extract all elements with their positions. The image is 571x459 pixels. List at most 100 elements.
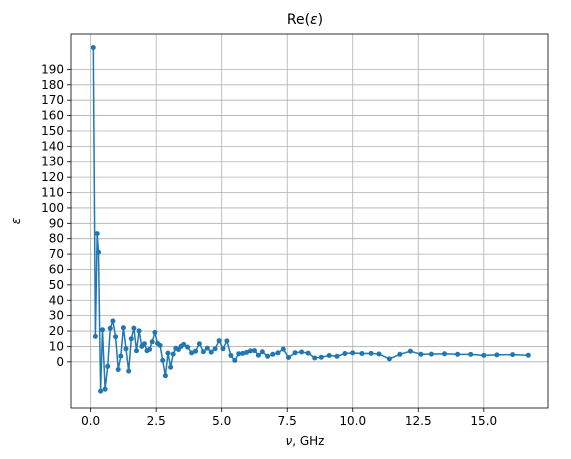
- x-axis-label-symbol: ν: [286, 434, 293, 448]
- y-tick-label: 100: [41, 201, 64, 215]
- data-point: [141, 341, 147, 347]
- y-tick-label: 90: [49, 216, 64, 230]
- data-point: [120, 325, 126, 331]
- data-point: [312, 355, 318, 361]
- y-tick-label: 70: [49, 247, 64, 261]
- data-point: [376, 351, 382, 357]
- data-point: [510, 352, 516, 358]
- data-point: [200, 349, 206, 355]
- data-point: [455, 351, 461, 357]
- data-point: [96, 249, 101, 255]
- data-point: [442, 351, 447, 357]
- chart-title-symbol: ε: [310, 12, 318, 28]
- data-point: [326, 353, 332, 358]
- y-tick-label: 0: [56, 355, 64, 369]
- data-point: [359, 351, 365, 356]
- data-point: [286, 355, 291, 360]
- data-point: [208, 349, 214, 355]
- x-tick-label: 7.5: [278, 414, 297, 428]
- data-point: [232, 357, 238, 363]
- data-point: [481, 352, 487, 358]
- series-line: [92, 47, 529, 392]
- x-tick-label: 5.0: [212, 414, 231, 428]
- y-tick-label: 60: [49, 262, 64, 276]
- data-point: [189, 350, 195, 356]
- data-point: [162, 373, 168, 379]
- data-point: [100, 327, 105, 333]
- data-point: [147, 346, 153, 352]
- data-point: [236, 351, 242, 357]
- data-point: [418, 351, 424, 357]
- data-point: [157, 342, 163, 348]
- data-point: [136, 328, 142, 334]
- data-point: [128, 336, 134, 342]
- data-point: [292, 350, 298, 356]
- y-tick-label: 20: [49, 324, 64, 338]
- y-tick-label: 80: [49, 232, 64, 246]
- y-tick-label: 180: [41, 78, 64, 92]
- data-point: [160, 357, 166, 363]
- y-tick-label: 50: [49, 278, 64, 292]
- data-point: [220, 346, 226, 352]
- plot-frame: [70, 33, 549, 409]
- data-point: [525, 352, 531, 358]
- x-tick-label: 15.0: [470, 414, 497, 428]
- data-point: [494, 352, 500, 358]
- data-point: [318, 354, 324, 360]
- data-point: [168, 364, 174, 370]
- data-point: [212, 346, 218, 352]
- data-point: [299, 349, 305, 355]
- chart-title: Re(ε): [287, 12, 323, 28]
- data-point: [240, 350, 246, 356]
- data-point: [193, 348, 198, 354]
- series: [90, 45, 531, 394]
- data-point: [252, 348, 257, 354]
- y-tick-label: 160: [41, 109, 64, 123]
- data-point: [280, 346, 286, 352]
- data-point: [275, 350, 281, 356]
- x-tick-label: 12.5: [405, 414, 432, 428]
- data-point: [259, 349, 265, 355]
- y-tick-label: 150: [41, 124, 64, 138]
- x-tick-label: 2.5: [147, 414, 166, 428]
- data-point: [342, 351, 348, 356]
- data-point: [110, 318, 116, 324]
- data-point: [170, 351, 176, 357]
- x-tick-label: 10.0: [339, 414, 366, 428]
- y-tick-label: 170: [41, 93, 64, 107]
- data-point: [102, 386, 108, 392]
- data-point: [118, 353, 124, 359]
- data-point: [107, 325, 113, 331]
- data-point: [386, 356, 392, 362]
- data-point: [255, 352, 261, 358]
- data-point: [407, 348, 413, 354]
- data-point: [216, 338, 222, 344]
- y-tick-label: 120: [41, 170, 64, 184]
- data-point: [468, 351, 474, 357]
- data-point: [152, 329, 158, 335]
- data-point: [90, 45, 96, 50]
- data-point: [92, 333, 98, 339]
- data-point: [204, 345, 210, 351]
- data-point: [181, 341, 187, 347]
- data-point: [350, 350, 356, 356]
- grid: [71, 34, 548, 408]
- x-axis-label-rest: , GHz: [292, 434, 324, 448]
- data-point: [305, 350, 311, 356]
- data-point: [98, 388, 104, 394]
- data-point: [185, 344, 191, 350]
- data-point: [165, 350, 171, 356]
- data-point: [105, 363, 111, 369]
- data-point: [265, 353, 271, 359]
- x-tick-label: 0.0: [81, 414, 100, 428]
- data-point: [248, 348, 253, 354]
- data-point: [228, 353, 234, 358]
- data-point: [334, 353, 340, 359]
- chart-title-main: Re(: [287, 12, 310, 28]
- data-point: [368, 350, 374, 356]
- y-tick-label: 10: [49, 339, 64, 353]
- y-tick-label: 140: [41, 139, 64, 153]
- y-tick-label: 110: [41, 186, 64, 200]
- x-axis-label: ν, GHz: [286, 434, 325, 448]
